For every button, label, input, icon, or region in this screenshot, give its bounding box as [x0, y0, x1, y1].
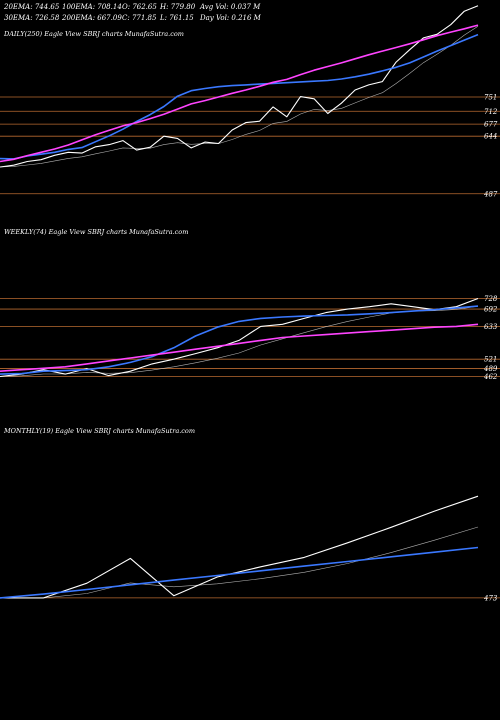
panel-title: MONTHLY(19) Eagle View SBRJ charts Munaf… [3, 427, 195, 435]
header-row1-item5: Avg Vol: 0.037 M [199, 3, 261, 11]
level-label: 712 [484, 108, 498, 116]
level-label: 728 [484, 295, 498, 303]
header-row2-item2: 200EMA: 667.09 [61, 14, 122, 22]
level-label: 462 [483, 373, 498, 381]
level-label: 489 [483, 365, 498, 373]
header-row2-item3: C: 771.85 [122, 14, 157, 22]
header-row1-item4: H: 779.80 [159, 3, 196, 11]
panel-title: DAILY(250) Eagle View SBRJ charts Munafa… [3, 30, 184, 38]
header-row1-item3: O: 762.65 [122, 3, 157, 11]
level-label: 521 [484, 356, 497, 364]
header-row2-item5: Day Vol: 0.216 M [199, 14, 262, 22]
ema_slow-line [0, 323, 479, 372]
header-row2-item4: L: 761.15 [159, 14, 194, 22]
indicator-header: 20EMA: 744.65 100EMA: 708.14 O: 762.65 H… [3, 3, 262, 22]
daily-panel: DAILY(250) Eagle View SBRJ charts Munafa… [0, 5, 500, 198]
price-line [0, 495, 479, 599]
price-line [0, 5, 479, 168]
ema_fast-line [0, 546, 479, 599]
level-label: 692 [484, 306, 498, 314]
level-label: 751 [484, 93, 497, 101]
level-label: 487 [483, 190, 498, 198]
ema-mid-line [0, 526, 479, 599]
level-label: 677 [484, 121, 498, 129]
ema_slow-line [0, 24, 479, 163]
header-row1-item2: 100EMA: 708.14 [62, 3, 122, 11]
ema-mid-line [0, 26, 479, 168]
header-row1-item1: 20EMA: 744.65 [3, 3, 60, 11]
weekly-panel: WEEKLY(74) Eagle View SBRJ charts Munafa… [0, 228, 500, 381]
level-label: 473 [483, 594, 498, 602]
header-row2-item1: 30EMA: 726.58 [4, 14, 60, 22]
ema_fast-line [0, 305, 479, 375]
level-label: 633 [484, 323, 498, 331]
ema_fast-line [0, 33, 479, 160]
monthly-panel: MONTHLY(19) Eagle View SBRJ charts Munaf… [0, 427, 500, 602]
panel-title: WEEKLY(74) Eagle View SBRJ charts Munafa… [4, 228, 188, 236]
level-label: 644 [484, 133, 497, 141]
